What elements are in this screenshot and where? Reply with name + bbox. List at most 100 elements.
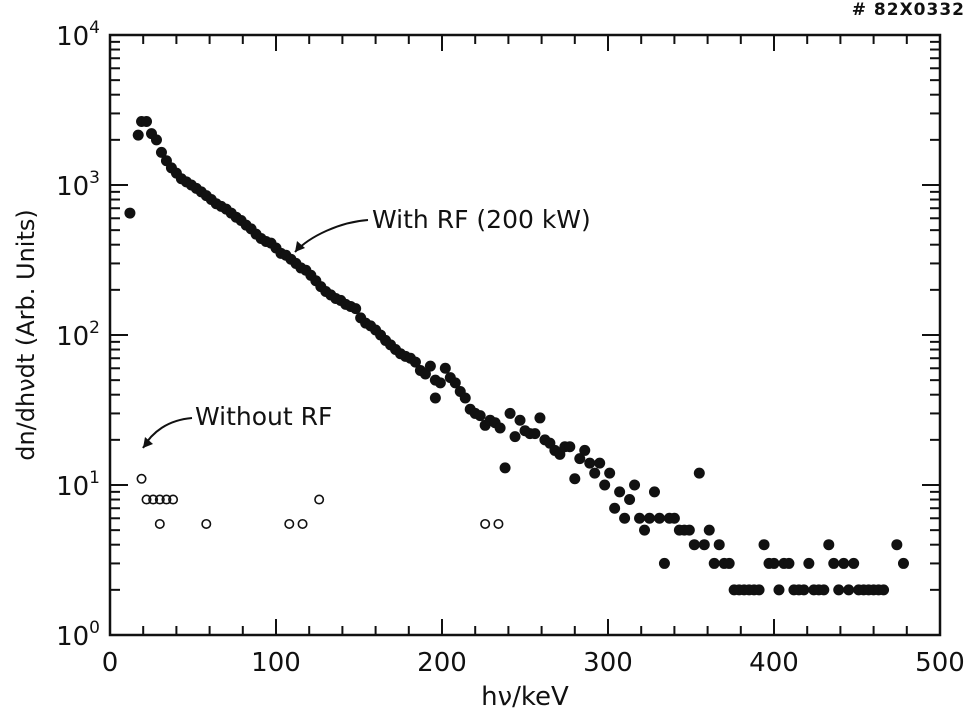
data-point-with-rf <box>838 557 850 569</box>
data-point-with-rf <box>653 512 665 524</box>
data-point-with-rf <box>619 512 631 524</box>
annotation-arrowhead <box>143 437 153 448</box>
data-point-with-rf <box>713 539 725 551</box>
data-point-with-rf <box>494 422 506 434</box>
data-point-with-rf <box>639 524 651 536</box>
data-point-with-rf <box>574 453 586 465</box>
x-tick-label: 300 <box>583 648 633 678</box>
data-point-without-rf <box>154 518 165 529</box>
data-point-without-rf <box>136 473 147 484</box>
data-point-with-rf <box>459 392 471 404</box>
y-tick-label: 102 <box>56 318 100 352</box>
data-point-with-rf <box>499 462 511 474</box>
data-point-with-rf <box>644 512 655 524</box>
figure-tag: # 82X0332 <box>851 0 965 20</box>
data-point-without-rf <box>148 494 159 505</box>
data-point-without-rf <box>154 494 165 505</box>
y-axis-label: dn/dhνdt (Arb. Units) <box>12 209 40 461</box>
data-point-with-rf <box>773 584 785 596</box>
annotations: With RF (200 kW) Without RF <box>142 205 591 449</box>
data-point-with-rf <box>614 486 626 498</box>
data-points <box>124 116 909 596</box>
plot-frame <box>108 33 942 637</box>
data-point-with-rf <box>155 146 167 158</box>
data-point-with-rf <box>683 524 695 536</box>
data-point-with-rf <box>753 584 765 596</box>
data-point-with-rf <box>132 129 144 141</box>
y-tick-label: 104 <box>56 18 100 52</box>
data-point-with-rf <box>698 539 710 551</box>
data-point-without-rf <box>314 494 325 505</box>
data-point-with-rf <box>584 457 596 469</box>
data-point-with-rf <box>624 494 636 506</box>
data-point-with-rf <box>658 557 670 569</box>
x-tick-label: 100 <box>251 648 301 678</box>
data-point-with-rf <box>599 479 611 491</box>
data-point-with-rf <box>514 414 526 426</box>
data-point-with-rf <box>141 116 153 128</box>
data-point-with-rf <box>424 360 436 372</box>
data-point-with-rf <box>897 557 909 569</box>
data-point-with-rf <box>419 368 431 380</box>
data-point-with-rf <box>439 362 451 374</box>
data-point-with-rf <box>818 584 830 596</box>
data-point-with-rf <box>723 557 735 569</box>
x-tick-label: 400 <box>749 648 799 678</box>
annotation-arrow <box>294 219 369 253</box>
x-tick-label: 0 <box>102 648 119 678</box>
data-point-without-rf <box>161 494 172 505</box>
data-point-with-rf <box>429 392 441 404</box>
data-point-with-rf <box>798 584 810 596</box>
data-point-with-rf <box>579 444 591 456</box>
data-point-with-rf <box>833 584 845 596</box>
data-point-without-rf <box>297 518 308 529</box>
data-point-with-rf <box>564 441 576 453</box>
data-point-with-rf <box>150 134 162 146</box>
data-point-with-rf <box>668 512 680 524</box>
data-point-with-rf <box>803 557 815 569</box>
data-point-with-rf <box>878 584 890 596</box>
data-point-with-rf <box>823 539 835 551</box>
data-point-with-rf <box>629 479 641 491</box>
annotation-without-rf: Without RF <box>195 402 332 431</box>
data-point-with-rf <box>848 557 860 569</box>
data-point-with-rf <box>843 584 855 596</box>
data-point-without-rf <box>493 518 504 529</box>
annotation-arrowhead <box>295 241 305 252</box>
data-point-with-rf <box>534 412 546 424</box>
data-point-with-rf <box>758 539 770 551</box>
data-point-with-rf <box>449 377 461 389</box>
data-point-without-rf <box>168 494 179 505</box>
x-axis-label: hν/keV <box>481 682 569 712</box>
data-point-with-rf <box>609 502 621 514</box>
y-tick-label: 101 <box>56 468 100 502</box>
data-point-with-rf <box>589 467 601 479</box>
data-point-with-rf <box>604 467 616 479</box>
axis-ticks <box>109 35 941 636</box>
data-point-with-rf <box>529 428 541 440</box>
data-point-with-rf <box>688 539 700 551</box>
data-point-with-rf <box>693 467 705 479</box>
data-point-without-rf <box>201 518 212 529</box>
y-tick-label: 100 <box>56 618 100 652</box>
data-point-with-rf <box>703 524 715 536</box>
data-point-with-rf <box>594 457 606 469</box>
data-point-with-rf <box>504 407 516 419</box>
x-tick-label: 200 <box>417 648 467 678</box>
annotation-with-rf: With RF (200 kW) <box>372 205 591 234</box>
data-point-without-rf <box>480 518 491 529</box>
data-point-with-rf <box>768 557 780 569</box>
data-point-with-rf <box>569 473 581 485</box>
data-point-with-rf <box>648 486 660 498</box>
data-point-with-rf <box>891 539 903 551</box>
data-point-with-rf <box>409 356 421 368</box>
x-tick-label: 500 <box>915 648 965 678</box>
y-tick-label: 103 <box>56 168 100 202</box>
data-point-with-rf <box>124 207 136 219</box>
data-point-with-rf <box>634 512 646 524</box>
data-point-with-rf <box>783 557 795 569</box>
data-point-with-rf <box>434 377 446 389</box>
